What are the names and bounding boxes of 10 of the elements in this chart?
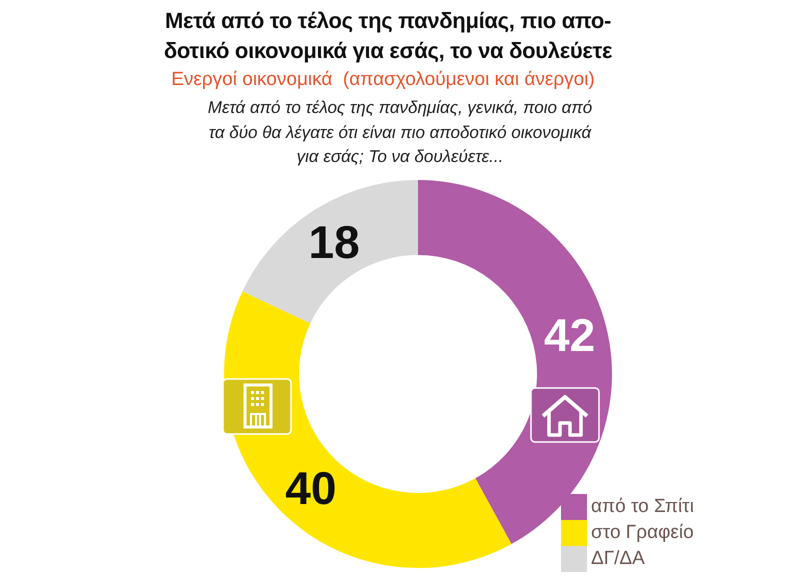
chart-subtitle: Ενεργοί οικονομικά (απασχολούμενοι και άνεργοι) (170, 68, 596, 92)
donut-slice (242, 180, 418, 324)
chart-title: Μετά από το τέλος της πανδημίας, πιο απο- δοτικό οικονομικά για εσάς, το να δουλεύετε (162, 7, 614, 65)
text: Μετά από το τέλος της πανδημίας, γενικά, ποιο από τα δύο θα λέγατε ότι είναι πιο αποδοτικό οικονομικά για εσάς; Το να δουλεύετε... (206, 97, 594, 168)
data-label: 18 (308, 216, 360, 268)
data-label: 40 (285, 462, 336, 514)
data-label: 42 (544, 309, 596, 362)
legend-label: από το Σπίτι (591, 496, 694, 517)
legend-label: ΔΓ/ΔΑ (591, 548, 645, 569)
legend-label: στο Γραφείο (591, 522, 694, 543)
